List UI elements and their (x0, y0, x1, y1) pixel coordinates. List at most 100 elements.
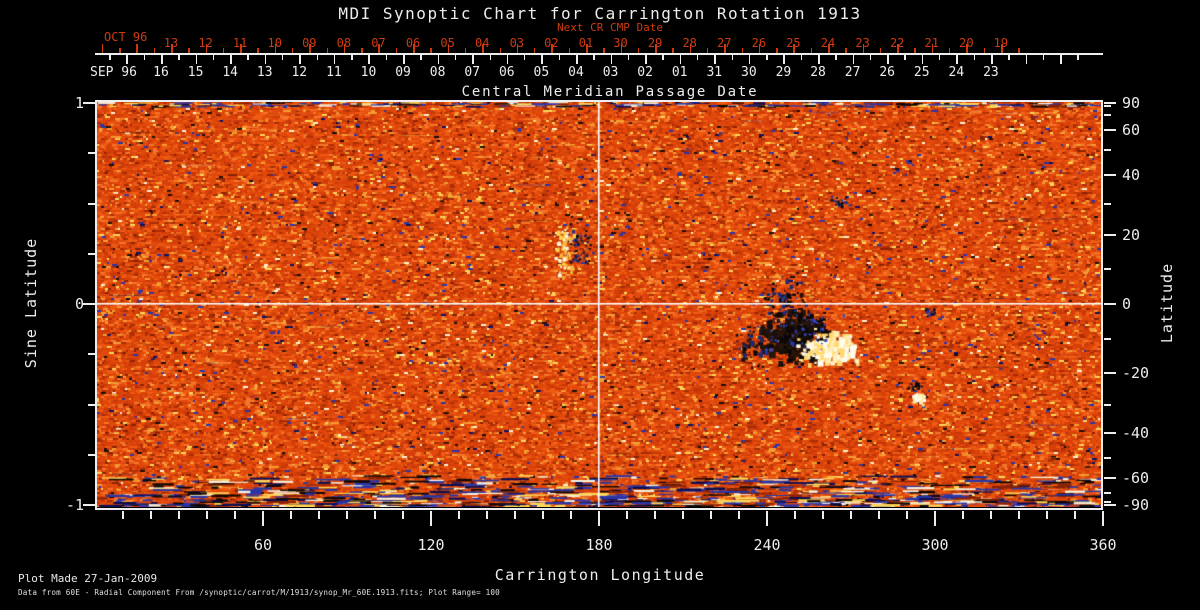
latitude-major-tick (1104, 432, 1116, 435)
sine-latitude-minor-tick (88, 353, 95, 356)
cmp-date-label: 24 (948, 65, 965, 80)
cmp-date-label: 25 (913, 65, 930, 80)
next-cr-half-day-tick (361, 48, 363, 53)
next-cr-day-tick (413, 44, 415, 53)
longitude-minor-tick (682, 511, 684, 519)
sine-latitude-tick-label: -1 (65, 496, 84, 514)
next-cr-half-day-tick (257, 48, 259, 53)
latitude-tick-label: -20 (1122, 363, 1150, 382)
cmp-half-day-tick (109, 55, 111, 60)
latitude-minor-tick (1104, 114, 1111, 117)
sine-latitude-minor-tick (88, 453, 95, 456)
cmp-date-label: 05 (533, 65, 550, 80)
longitude-minor-tick (906, 511, 908, 519)
next-cr-date-label: 11 (232, 36, 248, 50)
latitude-tick-label: 20 (1122, 226, 1141, 245)
cmp-date-label: 15 (187, 65, 204, 80)
latitude-minor-tick (1104, 149, 1111, 152)
next-cr-date-label: 23 (855, 36, 870, 50)
latitude-tick-label: 90 (1122, 94, 1141, 112)
cmp-day-tick (714, 55, 716, 64)
cmp-half-day-tick (385, 55, 388, 60)
next-cr-day-tick (447, 44, 450, 53)
next-cr-date-label: 28 (682, 36, 697, 50)
cmp-date-label: 01 (671, 65, 688, 80)
cmp-date-label: 04 (568, 65, 584, 80)
next-cr-half-day-tick (741, 48, 743, 53)
longitude-minor-tick (318, 511, 320, 519)
cmp-day-tick (195, 55, 198, 64)
cmp-day-tick (506, 55, 509, 64)
longitude-minor-tick (1074, 511, 1076, 519)
cmp-half-day-tick (558, 55, 561, 60)
longitude-minor-tick (374, 511, 376, 519)
next-cr-day-tick (966, 44, 968, 53)
next-cr-date-label: 26 (751, 36, 767, 50)
longitude-minor-tick (822, 511, 824, 519)
sine-latitude-tick-label: 1 (74, 94, 84, 112)
latitude-tick-label: 0 (1122, 295, 1132, 313)
cmp-half-day-tick (627, 55, 630, 60)
next-cr-half-day-tick (603, 48, 605, 53)
longitude-major-tick (934, 511, 936, 526)
cmp-date-label: 06 (498, 65, 515, 80)
latitude-minor-tick (1104, 105, 1111, 108)
next-cr-date-label: 22 (889, 36, 905, 50)
next-cr-date-label: 30 (613, 36, 628, 50)
next-cr-day-tick (897, 44, 899, 53)
longitude-major-tick (766, 511, 768, 526)
cmp-half-day-tick (662, 55, 664, 60)
longitude-minor-tick (990, 511, 992, 519)
next-cr-date-label: 27 (717, 36, 732, 50)
next-cr-half-day-tick (706, 48, 709, 53)
next-cr-day-tick (724, 44, 726, 53)
latitude-minor-tick (1104, 491, 1111, 494)
longitude-tick-label: 180 (585, 536, 613, 554)
next-cr-half-day-tick (810, 48, 813, 53)
cmp-date-label: 13 (256, 65, 273, 80)
longitude-major-tick (262, 511, 264, 526)
cmp-half-day-tick (454, 55, 457, 60)
next-cr-day-tick (309, 44, 311, 53)
cmp-half-day-tick (316, 55, 318, 60)
sine-latitude-minor-tick (88, 403, 95, 406)
next-cr-date-label: 03 (509, 36, 525, 50)
longitude-minor-tick (290, 511, 292, 519)
cmp-day-tick (990, 55, 993, 64)
latitude-major-tick (1104, 303, 1116, 305)
longitude-major-tick (1102, 511, 1104, 526)
next-cr-date-label: 06 (405, 36, 421, 50)
latitude-minor-tick (1104, 403, 1111, 406)
cmp-date-label: 10 (360, 65, 377, 80)
cmp-half-day-tick (212, 55, 215, 60)
next-cr-half-day-tick (983, 48, 986, 53)
cmp-date-label: 26 (879, 65, 895, 80)
cmp-half-day-tick (489, 55, 491, 60)
latitude-minor-tick (1104, 337, 1111, 340)
next-cr-day-tick (101, 44, 104, 53)
next-cr-date-label: 25 (786, 36, 801, 50)
cmp-day-tick (161, 55, 163, 64)
next-cr-day-tick (516, 44, 519, 53)
next-cr-half-day-tick (776, 48, 778, 53)
latitude-major-tick (1104, 102, 1116, 104)
next-cr-day-tick (205, 44, 208, 53)
longitude-tick-label: 240 (753, 536, 781, 554)
latitude-tick-label: 60 (1122, 120, 1141, 139)
next-cr-date-label: 24 (820, 36, 836, 50)
next-cr-half-day-tick (292, 48, 294, 53)
next-cr-half-day-tick (395, 48, 398, 53)
next-cr-day-tick (758, 44, 761, 53)
cmp-day-tick (1025, 55, 1028, 64)
cmp-date-label: 31 (706, 65, 723, 80)
longitude-minor-tick (1046, 511, 1048, 519)
longitude-minor-tick (962, 511, 964, 519)
sep-96-month-label: SEP 96 (90, 65, 137, 80)
cmp-date-label: 27 (844, 65, 861, 80)
latitude-major-tick (1104, 504, 1116, 506)
cmp-half-day-tick (593, 55, 595, 60)
longitude-minor-tick (626, 511, 628, 519)
longitude-minor-tick (234, 511, 236, 519)
cmp-half-day-tick (1042, 55, 1045, 60)
next-cr-half-day-tick (1018, 48, 1020, 53)
